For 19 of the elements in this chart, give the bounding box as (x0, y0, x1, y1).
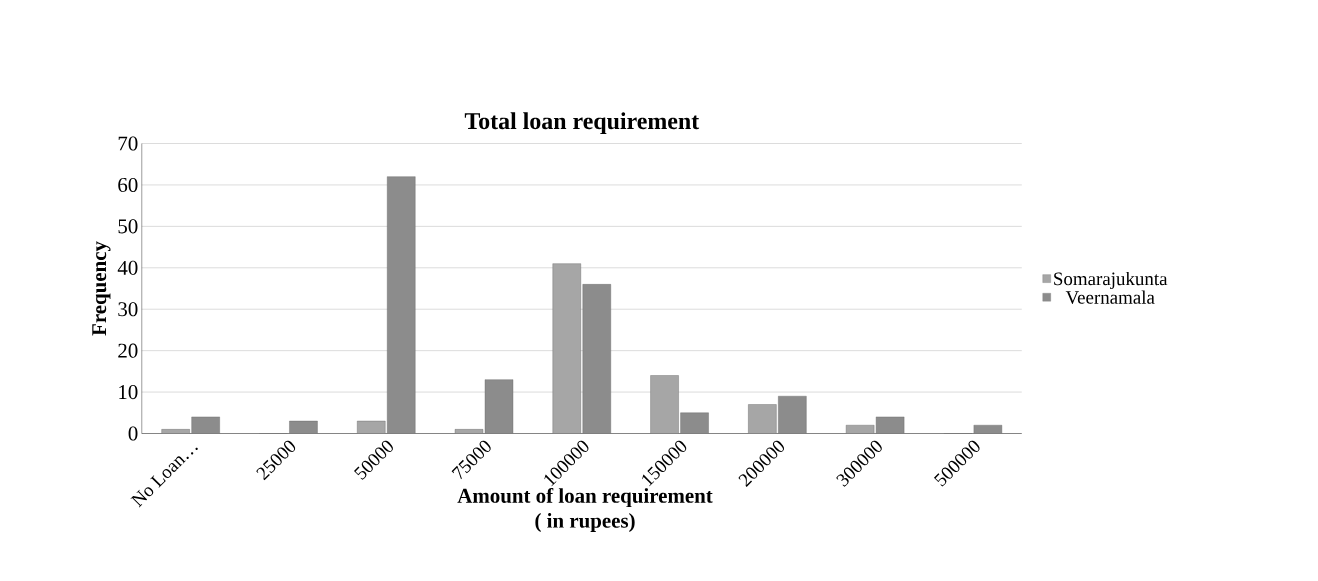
bar (484, 379, 514, 434)
y-tick-label: 20 (118, 343, 138, 358)
y-axis-title: Frequency (92, 241, 111, 336)
y-tick-label: 0 (128, 426, 138, 441)
legend-label: Somarajukunta (1054, 271, 1168, 290)
y-tick-label: 50 (118, 219, 138, 234)
y-tick-label: 70 (118, 136, 138, 151)
bar (582, 284, 611, 434)
y-tick-label: 40 (117, 260, 138, 275)
y-tick-label: 30 (118, 302, 138, 317)
bar (680, 412, 709, 434)
x-axis-title: Amount of loan requirement ( in rupees) (457, 487, 713, 533)
chart-title: Total loan requirement (464, 112, 700, 135)
bar (387, 176, 416, 434)
y-tick-label: 10 (119, 385, 138, 400)
bar (778, 396, 807, 434)
legend-label: Veernamala (1065, 290, 1155, 304)
y-tick-label: 60 (118, 177, 138, 192)
bar (748, 404, 777, 434)
